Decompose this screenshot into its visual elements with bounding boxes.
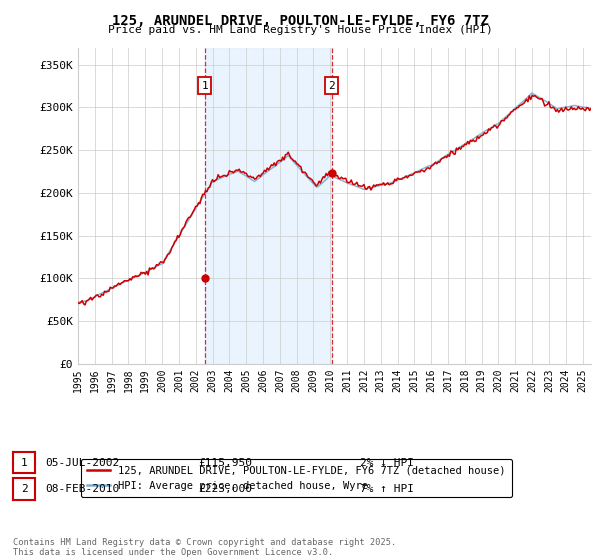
Text: Price paid vs. HM Land Registry's House Price Index (HPI): Price paid vs. HM Land Registry's House … xyxy=(107,25,493,35)
Text: £223,000: £223,000 xyxy=(198,484,252,494)
Text: 125, ARUNDEL DRIVE, POULTON-LE-FYLDE, FY6 7TZ: 125, ARUNDEL DRIVE, POULTON-LE-FYLDE, FY… xyxy=(112,14,488,28)
Text: 2% ↓ HPI: 2% ↓ HPI xyxy=(360,458,414,468)
Text: 1: 1 xyxy=(20,458,28,468)
Text: 2: 2 xyxy=(20,484,28,494)
Text: 2: 2 xyxy=(329,81,335,91)
Text: Contains HM Land Registry data © Crown copyright and database right 2025.
This d: Contains HM Land Registry data © Crown c… xyxy=(13,538,397,557)
Bar xyxy=(205,48,332,364)
Text: 1: 1 xyxy=(202,81,208,91)
Text: 7% ↑ HPI: 7% ↑ HPI xyxy=(360,484,414,494)
Text: 05-JUL-2002: 05-JUL-2002 xyxy=(45,458,119,468)
Text: £115,950: £115,950 xyxy=(198,458,252,468)
Legend: 125, ARUNDEL DRIVE, POULTON-LE-FYLDE, FY6 7TZ (detached house), HPI: Average pri: 125, ARUNDEL DRIVE, POULTON-LE-FYLDE, FY… xyxy=(80,459,512,497)
Text: 08-FEB-2010: 08-FEB-2010 xyxy=(45,484,119,494)
